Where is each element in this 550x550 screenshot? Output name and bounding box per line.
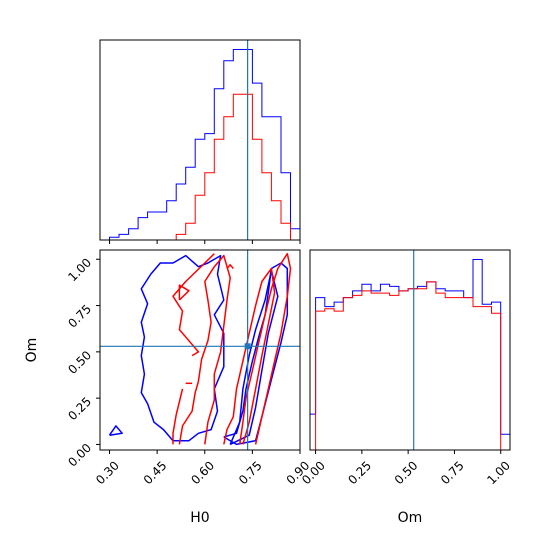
- hist-om-red-series: [310, 281, 510, 450]
- contour-red-11: [226, 264, 234, 269]
- panel-hist-h0: [99, 39, 301, 244]
- panel-joint-h0-om: 0.30 0.45 0.60 0.75 0.900.000.250.500.751.00: [65, 249, 312, 487]
- contour-blue-3: [108, 425, 123, 436]
- contour-red-8: [172, 253, 215, 357]
- joint-x-tick-label: 0.75: [236, 458, 265, 487]
- hist-om-blue-series: [310, 259, 510, 450]
- x-axis-title-h0: H0: [190, 510, 209, 526]
- hist-h0-frame: [99, 39, 301, 241]
- joint-y-tick-label: 0.75: [65, 302, 94, 331]
- contour-red-9: [178, 284, 190, 301]
- hist-h0-plot: [100, 40, 300, 240]
- axis-labels: H0 Om Om: [24, 338, 422, 526]
- joint-y-tick-label: 0.25: [65, 394, 94, 423]
- contour-red-7: [172, 388, 184, 445]
- contour-blue-2: [140, 254, 225, 442]
- hist-om-x-tick-label: 0.25: [345, 458, 374, 487]
- contour-red-4: [223, 267, 276, 445]
- joint-x-tick-label: 0.60: [188, 458, 217, 487]
- hist-om-x-tick-label: 0.50: [392, 458, 421, 487]
- joint-y-tick-label: 0.50: [65, 348, 94, 377]
- hist-h0-blue-series: [100, 49, 300, 240]
- joint-y-tick-label: 0.00: [65, 441, 94, 470]
- joint-y-tick-label: 1.00: [65, 255, 94, 284]
- hist-om-x-tick-label: 1.00: [484, 458, 513, 487]
- joint-plot: [100, 250, 300, 450]
- y-axis-title-om: Om: [24, 338, 40, 363]
- truth-marker: [244, 343, 251, 350]
- panel-hist-om: 0.00 0.25 0.50 0.75 1.00: [299, 249, 513, 487]
- joint-frame: [99, 249, 301, 451]
- joint-x-tick-label: 0.45: [141, 458, 170, 487]
- hist-om-plot: [310, 250, 510, 450]
- x-axis-title-om: Om: [398, 510, 423, 526]
- joint-x-tick-label: 0.30: [93, 458, 122, 487]
- hist-h0-red-series: [100, 93, 300, 240]
- hist-om-x-tick-label: 0.75: [438, 458, 467, 487]
- hist-om-frame: [309, 249, 511, 451]
- contour-red-6: [178, 254, 231, 445]
- contour-red-5: [238, 252, 292, 445]
